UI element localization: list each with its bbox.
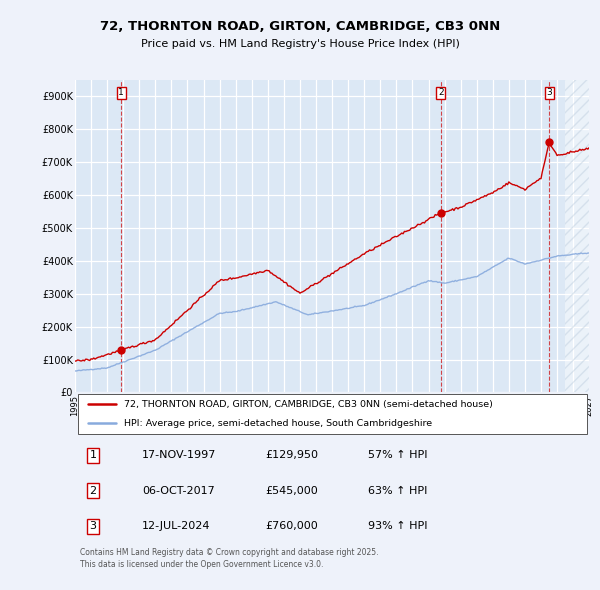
Text: 2: 2: [89, 486, 97, 496]
Text: 93% ↑ HPI: 93% ↑ HPI: [368, 522, 428, 532]
Text: 12-JUL-2024: 12-JUL-2024: [142, 522, 211, 532]
Text: £760,000: £760,000: [265, 522, 318, 532]
Text: HPI: Average price, semi-detached house, South Cambridgeshire: HPI: Average price, semi-detached house,…: [124, 419, 432, 428]
FancyBboxPatch shape: [77, 394, 587, 434]
Text: Contains HM Land Registry data © Crown copyright and database right 2025.
This d: Contains HM Land Registry data © Crown c…: [80, 548, 379, 569]
Text: 57% ↑ HPI: 57% ↑ HPI: [368, 450, 428, 460]
Text: 72, THORNTON ROAD, GIRTON, CAMBRIDGE, CB3 0NN (semi-detached house): 72, THORNTON ROAD, GIRTON, CAMBRIDGE, CB…: [124, 400, 493, 409]
Text: Price paid vs. HM Land Registry's House Price Index (HPI): Price paid vs. HM Land Registry's House …: [140, 40, 460, 49]
Text: 17-NOV-1997: 17-NOV-1997: [142, 450, 216, 460]
Text: 3: 3: [89, 522, 97, 532]
Text: £129,950: £129,950: [265, 450, 318, 460]
Text: 63% ↑ HPI: 63% ↑ HPI: [368, 486, 427, 496]
Bar: [565, 80, 589, 392]
Text: 06-OCT-2017: 06-OCT-2017: [142, 486, 215, 496]
Text: 72, THORNTON ROAD, GIRTON, CAMBRIDGE, CB3 0NN: 72, THORNTON ROAD, GIRTON, CAMBRIDGE, CB…: [100, 20, 500, 33]
Text: £545,000: £545,000: [265, 486, 318, 496]
Text: 1: 1: [89, 450, 97, 460]
Text: 1: 1: [118, 88, 124, 97]
Text: 2: 2: [438, 88, 443, 97]
Text: 3: 3: [547, 88, 552, 97]
